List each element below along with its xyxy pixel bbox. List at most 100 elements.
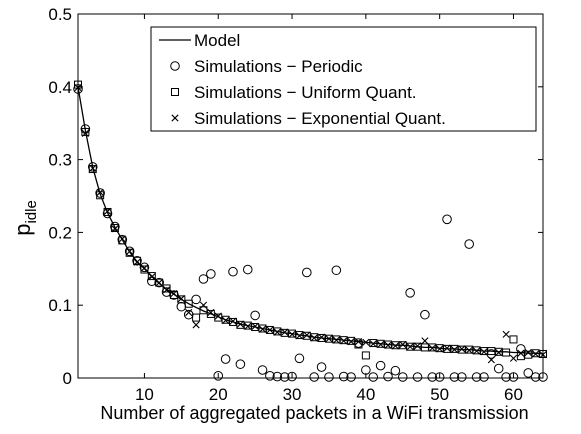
y-axis-label-subscript: idle <box>23 200 40 223</box>
x-point <box>384 341 392 349</box>
circle-point <box>309 372 319 382</box>
circle-point <box>530 372 541 382</box>
x-point <box>266 326 274 334</box>
square-point <box>184 299 193 308</box>
y-tick-label: 0.1 <box>48 296 72 315</box>
x-tick-label: 30 <box>283 385 302 404</box>
y-tick-label: 0.2 <box>48 223 72 242</box>
x-point <box>406 343 414 351</box>
x-point <box>421 337 429 345</box>
circle-point <box>183 309 194 320</box>
circle-point <box>427 372 438 382</box>
data-marks <box>73 80 548 382</box>
circle-point <box>493 363 504 374</box>
legend: Model Simulations − Periodic Simulations −… <box>150 26 537 132</box>
circle-point <box>338 371 349 382</box>
square-point <box>155 278 164 287</box>
y-tick-label: 0.4 <box>48 78 72 97</box>
square-point <box>502 348 511 357</box>
square-point <box>125 248 134 257</box>
x-point <box>155 279 163 287</box>
square-point <box>361 351 370 360</box>
x-point <box>126 247 134 255</box>
square-point <box>133 256 142 265</box>
circle-point <box>405 288 415 298</box>
x-point <box>436 345 444 353</box>
x-point <box>413 342 422 350</box>
circle-point <box>324 372 334 382</box>
circle-point <box>235 359 246 369</box>
legend-label: Simulations − Uniform Quant. <box>194 83 417 102</box>
legend-item: Simulations − Uniform Quant. <box>171 83 417 102</box>
x-point <box>111 225 119 233</box>
x-point <box>369 340 377 348</box>
x-point <box>472 347 481 355</box>
circle-point <box>346 372 356 382</box>
circle-point <box>331 265 342 276</box>
x-point <box>258 325 267 333</box>
x-point <box>192 321 200 329</box>
circle-point <box>139 262 150 273</box>
x-point <box>458 345 466 353</box>
x-point <box>347 338 355 346</box>
x-point <box>199 301 208 309</box>
x-point <box>214 312 222 320</box>
x-tick-label: 10 <box>135 385 154 404</box>
x-point <box>362 338 370 346</box>
x-point <box>443 344 451 352</box>
x-point <box>317 333 326 341</box>
legend-item: Simulations − Exponential Quant. <box>171 109 446 128</box>
x-point <box>229 317 237 325</box>
square-point <box>88 165 97 174</box>
x-point <box>103 207 112 215</box>
legend-square-swatch <box>171 88 179 96</box>
x-point <box>185 308 193 317</box>
y-tick-label: 0.3 <box>48 151 72 170</box>
circle-point <box>368 372 379 382</box>
square-point <box>81 127 90 136</box>
circle-point <box>191 294 201 305</box>
circle-point <box>457 372 467 382</box>
circle-point <box>420 309 430 320</box>
legend-x-swatch <box>171 114 179 122</box>
circle-point <box>375 360 386 371</box>
x-point <box>524 348 532 357</box>
x-point <box>303 331 311 339</box>
square-point <box>110 224 119 233</box>
square-point <box>177 295 186 304</box>
circle-point <box>198 274 209 284</box>
x-point <box>310 334 318 342</box>
x-point <box>288 330 296 338</box>
x-point <box>450 346 459 354</box>
x-point <box>96 188 104 196</box>
circle-point <box>412 372 423 382</box>
circle-point <box>169 290 179 300</box>
x-point <box>480 348 488 356</box>
square-point <box>103 208 112 217</box>
legend-label: Model <box>194 31 240 50</box>
x-point <box>399 340 407 349</box>
x-point <box>236 320 244 328</box>
circle-point <box>479 372 489 382</box>
x-point <box>332 336 340 344</box>
circle-point <box>257 365 268 375</box>
x-point <box>354 338 363 346</box>
circle-point <box>242 264 253 275</box>
x-point <box>465 346 473 354</box>
square-point <box>140 265 149 274</box>
x-point <box>177 295 185 303</box>
y-tick-label: 0 <box>63 369 72 388</box>
x-point <box>118 235 126 243</box>
square-point <box>169 291 178 300</box>
square-point <box>118 236 127 245</box>
circle-point <box>464 239 474 249</box>
x-point <box>222 316 230 325</box>
x-point <box>295 332 304 340</box>
x-tick-label: 60 <box>504 385 523 404</box>
y-tick-label: 0.5 <box>48 5 72 24</box>
legend-item: Simulations − Periodic <box>170 57 363 76</box>
circle-point <box>176 301 187 312</box>
x-point <box>340 337 348 345</box>
